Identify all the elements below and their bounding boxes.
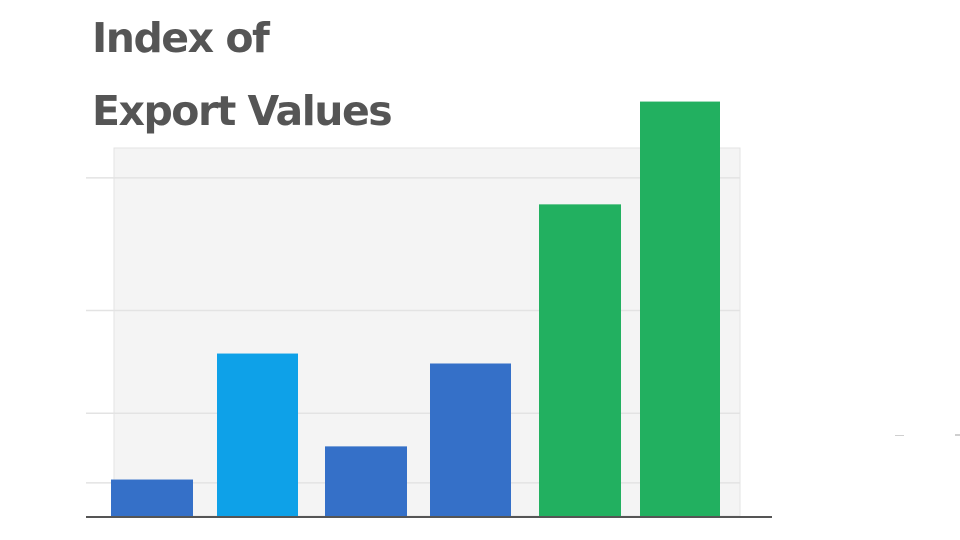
right-edge-tick bbox=[895, 435, 904, 436]
bar-4 bbox=[430, 363, 511, 516]
bar-6 bbox=[640, 101, 720, 517]
bar-1 bbox=[111, 479, 193, 516]
bars bbox=[111, 101, 720, 517]
right-edge-mark bbox=[955, 434, 960, 436]
bar-3 bbox=[325, 446, 407, 516]
bar-5 bbox=[539, 204, 621, 516]
bar-2 bbox=[217, 353, 298, 516]
gridlines bbox=[86, 177, 740, 484]
chart-title: Index of Export Values bbox=[92, 14, 393, 135]
